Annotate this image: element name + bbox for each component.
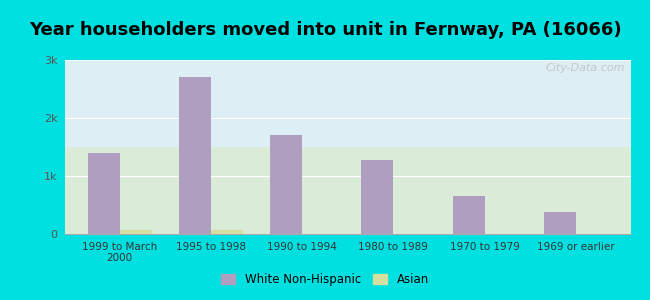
Text: Year householders moved into unit in Fernway, PA (16066): Year householders moved into unit in Fer… — [29, 21, 621, 39]
Bar — [544, 212, 576, 234]
Bar — [361, 160, 393, 234]
Text: City-Data.com: City-Data.com — [545, 64, 625, 74]
Bar — [452, 196, 484, 234]
Bar — [88, 153, 120, 234]
Bar — [120, 230, 151, 234]
Bar — [270, 135, 302, 234]
Legend: White Non-Hispanic, Asian: White Non-Hispanic, Asian — [216, 269, 434, 291]
Bar — [211, 230, 243, 234]
Bar — [179, 77, 211, 234]
